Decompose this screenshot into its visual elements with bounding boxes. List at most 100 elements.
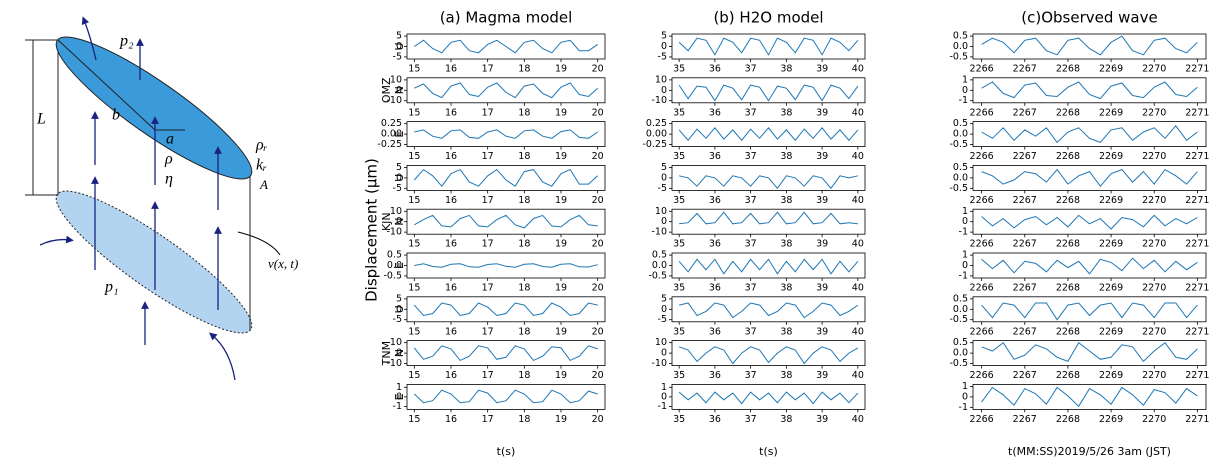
x-tick-label: 17 — [482, 151, 494, 162]
waveform — [414, 214, 598, 229]
x-tick-label: 39 — [816, 370, 828, 381]
x-tick-label: 20 — [592, 239, 604, 250]
x-tick-label: 2268 — [1056, 239, 1080, 250]
x-tick-label: 40 — [852, 283, 864, 294]
x-tick-label: 15 — [408, 326, 420, 337]
panel-frame — [972, 77, 1207, 104]
x-tick-label: 15 — [408, 195, 420, 206]
y-tick-label: 0.5 — [652, 250, 667, 261]
y-tick-label: -0.5 — [949, 139, 968, 150]
y-tick-label: 0 — [396, 216, 402, 227]
x-tick-label: 37 — [745, 370, 757, 381]
y-tick-label: 0.00 — [646, 129, 667, 140]
y-tick-label: -5 — [658, 183, 667, 194]
waveform — [981, 302, 1198, 321]
x-tick-label: 16 — [445, 64, 457, 75]
x-tick-label: 15 — [408, 64, 420, 75]
y-tick-label: -1 — [959, 270, 968, 281]
x-tick-label: 2268 — [1056, 195, 1080, 206]
x-tick-label: 36 — [709, 107, 721, 118]
x-tick-label: 2267 — [1013, 370, 1037, 381]
x-tick-label: 2266 — [970, 414, 994, 425]
panel-frame — [406, 383, 606, 410]
panel-frame — [972, 340, 1207, 367]
waveform — [981, 257, 1198, 275]
x-tick-label: 2268 — [1056, 326, 1080, 337]
x-tick-label: 2270 — [1142, 370, 1166, 381]
x-tick-label: 16 — [445, 370, 457, 381]
x-tick-label: 40 — [852, 151, 864, 162]
x-tick-label: 40 — [852, 107, 864, 118]
x-tick-label: 16 — [445, 326, 457, 337]
x-tick-label: 36 — [709, 283, 721, 294]
y-tick-label: -0.5 — [949, 358, 968, 369]
y-tick-label: 10 — [655, 206, 667, 217]
x-tick-label: 39 — [816, 195, 828, 206]
x-tick-label: 2270 — [1142, 195, 1166, 206]
x-tick-label: 17 — [482, 195, 494, 206]
panel-title: (b) H2O model — [713, 9, 823, 27]
x-tick-label: 19 — [555, 195, 567, 206]
x-tick-label: 2270 — [1142, 107, 1166, 118]
panel-frame — [406, 340, 606, 367]
x-tick-label: 2269 — [1099, 414, 1123, 425]
panel-frame — [972, 164, 1207, 191]
x-tick-label: 20 — [592, 414, 604, 425]
y-tick-label: 0 — [962, 85, 968, 96]
x-tick-label: 35 — [673, 195, 685, 206]
y-tick-label: 10 — [390, 206, 402, 217]
panel-frame — [406, 77, 606, 104]
x-tick-label: 2268 — [1056, 64, 1080, 75]
panel-frame — [671, 252, 866, 279]
x-tick-label: 36 — [709, 239, 721, 250]
waveform — [981, 125, 1198, 144]
component-label: N — [393, 349, 406, 357]
y-tick-label: 0.0 — [953, 41, 968, 52]
y-tick-label: 5 — [396, 31, 402, 42]
x-tick-label: 35 — [673, 239, 685, 250]
x-tick-label: 15 — [408, 107, 420, 118]
x-tick-label: 39 — [816, 151, 828, 162]
waveform — [981, 81, 1198, 100]
x-axis-title: t(MM:SS)2019/5/26 3am (JST) — [1008, 445, 1171, 458]
x-tick-label: 37 — [745, 283, 757, 294]
y-tick-label: 0.25 — [381, 118, 402, 129]
waveform — [678, 175, 859, 190]
x-tick-label: 2267 — [1013, 107, 1037, 118]
x-tick-label: 38 — [780, 64, 792, 75]
y-tick-label: 10 — [655, 74, 667, 85]
x-tick-label: 19 — [555, 107, 567, 118]
panel-frame — [671, 296, 866, 323]
x-tick-label: 20 — [592, 64, 604, 75]
x-tick-label: 2267 — [1013, 414, 1037, 425]
x-tick-label: 39 — [816, 283, 828, 294]
x-tick-label: 39 — [816, 414, 828, 425]
y-tick-label: -0.25 — [377, 139, 402, 150]
label-l: L — [36, 111, 46, 128]
label-rho-r: ρᵣ — [255, 137, 268, 154]
x-tick-label: 2271 — [1185, 195, 1209, 206]
x-tick-label: 16 — [445, 151, 457, 162]
y-tick-label: 0 — [396, 85, 402, 96]
panel-title: (a) Magma model — [440, 9, 573, 27]
waveform — [414, 129, 598, 139]
y-tick-label: -0.5 — [383, 270, 402, 281]
x-tick-label: 38 — [780, 370, 792, 381]
x-tick-label: 16 — [445, 195, 457, 206]
panel-title: (c)Observed wave — [1021, 9, 1157, 27]
x-tick-label: 18 — [518, 239, 530, 250]
x-tick-label: 36 — [709, 370, 721, 381]
x-tick-label: 2268 — [1056, 283, 1080, 294]
y-tick-label: 0 — [661, 172, 667, 183]
x-axis-title: t(s) — [497, 445, 516, 458]
y-tick-label: 0 — [396, 172, 402, 183]
component-label: U — [393, 305, 406, 313]
x-tick-label: 2267 — [1013, 283, 1037, 294]
x-tick-label: 2270 — [1142, 283, 1166, 294]
y-tick-label: -1 — [393, 401, 402, 412]
x-tick-label: 38 — [780, 326, 792, 337]
waveform — [413, 345, 598, 362]
label-k-r: kᵣ — [256, 157, 267, 174]
flow-arrow — [209, 332, 236, 381]
